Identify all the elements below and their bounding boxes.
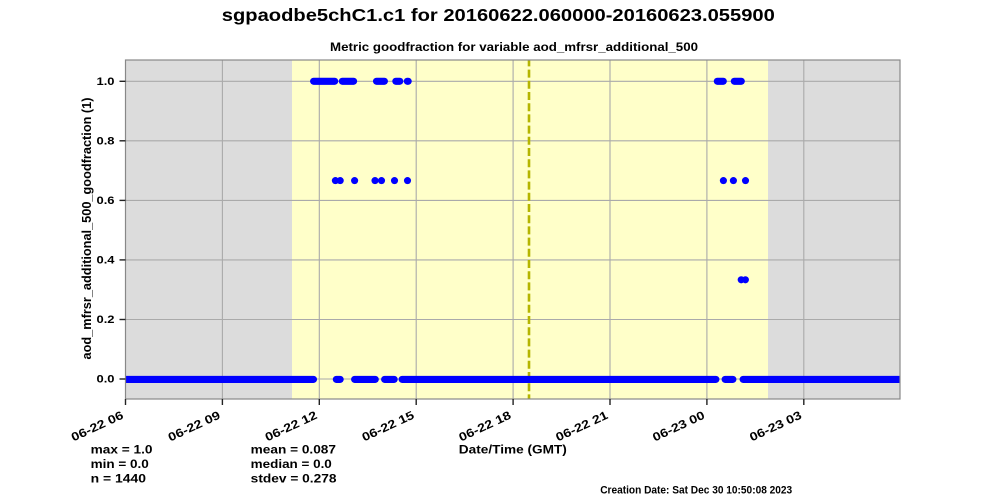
- svg-text:Metric goodfraction for variab: Metric goodfraction for variable aod_mfr…: [330, 42, 698, 54]
- svg-text:06-22 18: 06-22 18: [456, 408, 513, 445]
- svg-text:1.0: 1.0: [97, 76, 115, 88]
- svg-text:mean = 0.087: mean = 0.087: [251, 443, 337, 457]
- svg-text:median = 0.0: median = 0.0: [251, 457, 332, 471]
- svg-text:0.0: 0.0: [97, 374, 115, 386]
- svg-text:sgpaodbe5chC1.c1 for 20160622.: sgpaodbe5chC1.c1 for 20160622.060000-201…: [222, 5, 775, 25]
- svg-text:0.4: 0.4: [97, 255, 116, 267]
- svg-text:aod_mfrsr_additional_500_goodf: aod_mfrsr_additional_500_goodfraction (1…: [79, 98, 94, 360]
- svg-text:06-22 09: 06-22 09: [166, 408, 223, 445]
- svg-text:06-22 06: 06-22 06: [69, 408, 126, 445]
- svg-text:Creation Date: Sat Dec 30 10:5: Creation Date: Sat Dec 30 10:50:08 2023: [600, 484, 792, 496]
- svg-text:n = 1440: n = 1440: [91, 472, 147, 486]
- svg-text:max = 1.0: max = 1.0: [91, 443, 153, 457]
- svg-text:06-22 12: 06-22 12: [263, 408, 320, 445]
- svg-text:0.8: 0.8: [97, 136, 115, 148]
- svg-text:06-23 00: 06-23 00: [650, 408, 707, 445]
- svg-text:06-23 03: 06-23 03: [747, 408, 804, 445]
- svg-text:0.6: 0.6: [97, 195, 115, 207]
- svg-text:stdev = 0.278: stdev = 0.278: [251, 472, 337, 486]
- svg-text:0.2: 0.2: [97, 314, 115, 326]
- svg-text:06-22 15: 06-22 15: [360, 408, 417, 445]
- svg-text:Date/Time (GMT): Date/Time (GMT): [459, 443, 567, 457]
- svg-text:min = 0.0: min = 0.0: [91, 457, 150, 471]
- svg-text:06-22 21: 06-22 21: [553, 408, 610, 445]
